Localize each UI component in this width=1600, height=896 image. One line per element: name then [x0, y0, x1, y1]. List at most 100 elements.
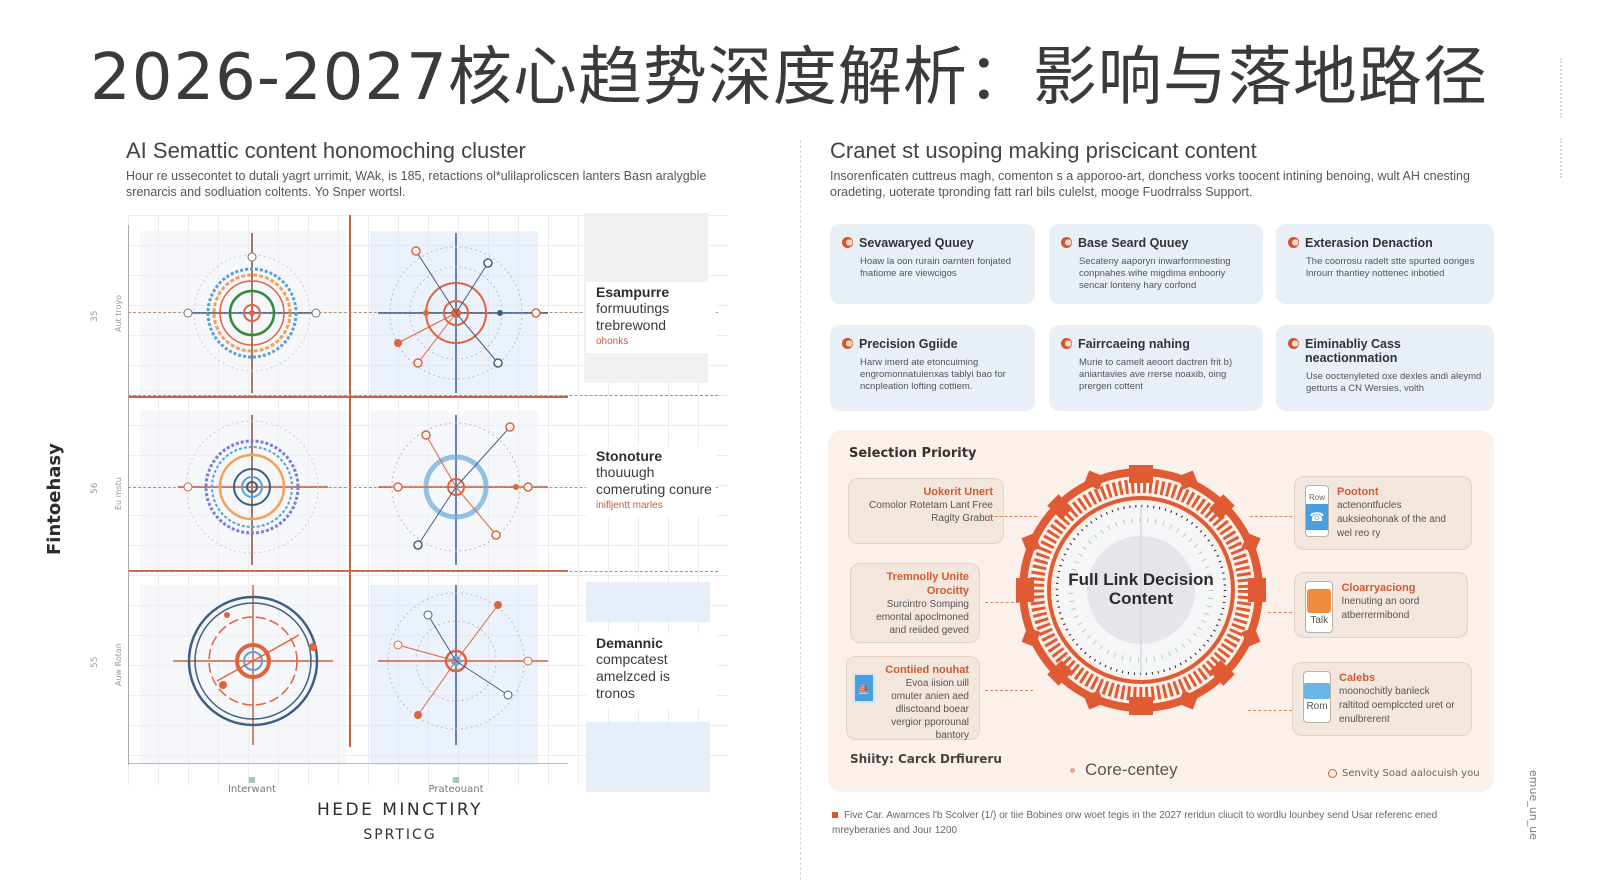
connector-line	[1248, 710, 1292, 711]
axis-horizontal-1	[128, 396, 568, 398]
feature-card-2[interactable]: Base Seard Quuey Secateny aaporyn inwarf…	[1049, 224, 1263, 304]
factory-icon: Rom	[1303, 671, 1331, 723]
bullet-icon	[842, 237, 853, 248]
side-card-body: compcatest amelzced is tronos	[596, 651, 670, 701]
footnote: Five Car. Awarnces l'b Scolver (1/) or t…	[832, 810, 1438, 836]
right-panel-title: Cranet st usoping making priscicant cont…	[830, 138, 1257, 163]
radial-diagram-1	[183, 233, 321, 393]
left-footer-title: HEDE MINCTIRY	[316, 800, 484, 820]
selection-right-item-3[interactable]: Rom Calebs moonochitly banleck raltitod …	[1292, 662, 1472, 736]
bullet-icon	[1061, 237, 1072, 248]
side-card-3: Demannic compcatest amelzced is tronos	[586, 633, 716, 708]
phone-icon: Row ☎	[1305, 485, 1329, 537]
selection-right-item-1[interactable]: Row ☎ Pootont actenontfucles auksieohona…	[1294, 476, 1472, 550]
x-axis-label-2: ▦ Prateouant	[396, 775, 516, 795]
feature-card-4[interactable]: Precision Ggiide Harw imerd ate etoncuim…	[830, 325, 1035, 411]
radial-diagram-6	[378, 585, 548, 745]
connector-line	[985, 690, 1033, 691]
selection-left-item-1[interactable]: Uokerit Unert Comolor Rotetam Lant Free …	[848, 478, 1004, 544]
y-tick-number: 35	[90, 310, 100, 322]
selection-footer-left: Shiity: Carck Drfiureru	[850, 752, 1002, 766]
edge-dotted-line	[1560, 58, 1562, 118]
selection-left-item-2[interactable]: Tremnolly Unite Orocitty Surcintro Sompi…	[850, 563, 980, 643]
circle-icon	[1328, 769, 1337, 778]
radial-diagram-2	[378, 233, 548, 393]
chart-icon: ▦	[248, 775, 256, 784]
feature-card-1[interactable]: Sevawaryed Quuey Hoaw la oon rurain oarn…	[830, 224, 1035, 304]
selection-left-item-3[interactable]: ⛵ Contiied nouhat Evoa iision uill omute…	[846, 656, 980, 741]
selection-footer-center: Core-centey	[1070, 760, 1178, 780]
card-title: Eiminabliy Cass neactionmation	[1305, 337, 1401, 365]
side-card-body: formuutings trebrewond	[596, 300, 670, 333]
card-title: Sevawaryed Quuey	[859, 236, 974, 250]
connector-line	[1250, 516, 1302, 517]
bullet-icon	[842, 338, 853, 349]
feature-card-5[interactable]: Fairrcaeing nahing Murie to camelt aeoor…	[1049, 325, 1263, 411]
page-title: 2026-2027核心趋势深度解析：影响与落地路径	[90, 41, 1488, 115]
radial-diagram-4	[378, 415, 548, 565]
item-body: Comolor Rotetam Lant Free Raglty Grabut	[869, 500, 993, 524]
selection-priority-title: Selection Priority	[849, 446, 977, 461]
side-card-blue-panel	[586, 582, 710, 622]
left-panel-description: Hour re ussecontet to dutali yagrt urrim…	[126, 169, 707, 199]
card-title: Base Seard Quuey	[1078, 236, 1189, 250]
chart-icon: ▦	[452, 775, 460, 784]
bullet-icon	[1070, 767, 1075, 773]
feature-card-3[interactable]: Exterasion Denaction The coorrosu radelt…	[1276, 224, 1494, 304]
bullet-icon	[1288, 338, 1299, 349]
card-body: Murie to camelt aeoort dactren frit b) a…	[1079, 357, 1233, 392]
y-tick-label: Eu mstu	[114, 477, 123, 510]
right-panel-description: Insorenficaten cuttreus magh, comenton s…	[830, 169, 1470, 199]
side-card-1: Esampurre formuutings trebrewond ohonks	[586, 282, 716, 353]
radial-diagram-5	[173, 585, 333, 745]
item-body: Inenuting an oord atberrermibond	[1341, 596, 1420, 621]
bullet-icon	[1061, 338, 1072, 349]
item-body: moonochitly banleck raltitod oemplccted …	[1339, 686, 1455, 725]
puzzle-icon: Talk	[1305, 581, 1334, 633]
y-tick-label: Auw Rotan	[114, 643, 123, 686]
side-card-note: inifljentt marles	[596, 500, 663, 511]
dash-guide	[128, 395, 718, 396]
item-title: Tremnolly Unite Orocitty	[886, 571, 969, 597]
connector-line	[985, 516, 1037, 517]
side-card-heading: Demannic	[596, 635, 663, 651]
dash-guide	[128, 571, 718, 572]
card-body: Harw imerd ate etoncuiming engromonnatul…	[860, 357, 1006, 392]
feature-card-6[interactable]: Eiminabliy Cass neactionmation Use oocte…	[1276, 325, 1494, 411]
side-card-heading: Stonoture	[596, 448, 663, 464]
selection-footer-right: Senvity Soad aalocuish you	[1328, 768, 1480, 779]
item-title: Contiied nouhat	[885, 664, 969, 676]
side-card-note: ohonks	[596, 336, 629, 347]
radial-diagram-3	[178, 415, 328, 565]
decision-ring-diagram	[1016, 465, 1266, 715]
connector-line	[985, 602, 1019, 603]
item-body: actenontfucles auksieohonak of the and w…	[1337, 500, 1446, 539]
left-panel-title: AI Semattic content honomoching cluster	[126, 138, 526, 163]
side-card-2: Stonoture thouuugh comeruting conure ini…	[586, 446, 716, 517]
y-axis-title: Fintoehasy	[44, 443, 65, 555]
card-title: Exterasion Denaction	[1305, 236, 1433, 250]
card-body: Secateny aaporyn inwarformnesting conpna…	[1079, 256, 1231, 291]
left-footer-subtitle: SPRTICG	[363, 827, 437, 843]
item-title: Cloarryaciong	[1341, 582, 1416, 594]
y-tick-number: 55	[90, 656, 100, 668]
card-body: The coorrosu radelt stte spurted oonges …	[1306, 256, 1475, 279]
side-card-heading: Esampurre	[596, 284, 670, 300]
edge-dotted-line	[1560, 138, 1562, 178]
selection-right-item-2[interactable]: Talk Cloarryaciong Inenuting an oord atb…	[1294, 572, 1468, 638]
card-title: Fairrcaeing nahing	[1078, 337, 1190, 351]
axis-vertical-main	[349, 215, 351, 747]
document-icon: ⛵	[853, 673, 875, 703]
item-body: Surcintro Somping emontal apoclmoned and…	[876, 599, 969, 636]
axis-horizontal-bottom	[128, 763, 568, 764]
item-title: Pootont	[1337, 486, 1379, 498]
quadrant-bottom-right	[370, 585, 538, 765]
card-body: Hoaw la oon rurain oarnten fonjated fnat…	[860, 256, 1012, 279]
square-bullet-icon	[832, 812, 838, 819]
item-title: Uokerit Unert	[923, 486, 993, 498]
side-card-blue-panel	[586, 722, 710, 792]
card-body: Use ooctenyleted oxe dexles andi aleymd …	[1306, 371, 1482, 394]
side-card-body: thouuugh comeruting conure	[596, 464, 712, 497]
connector-line	[1268, 612, 1292, 613]
card-title: Precision Ggiide	[859, 337, 958, 351]
